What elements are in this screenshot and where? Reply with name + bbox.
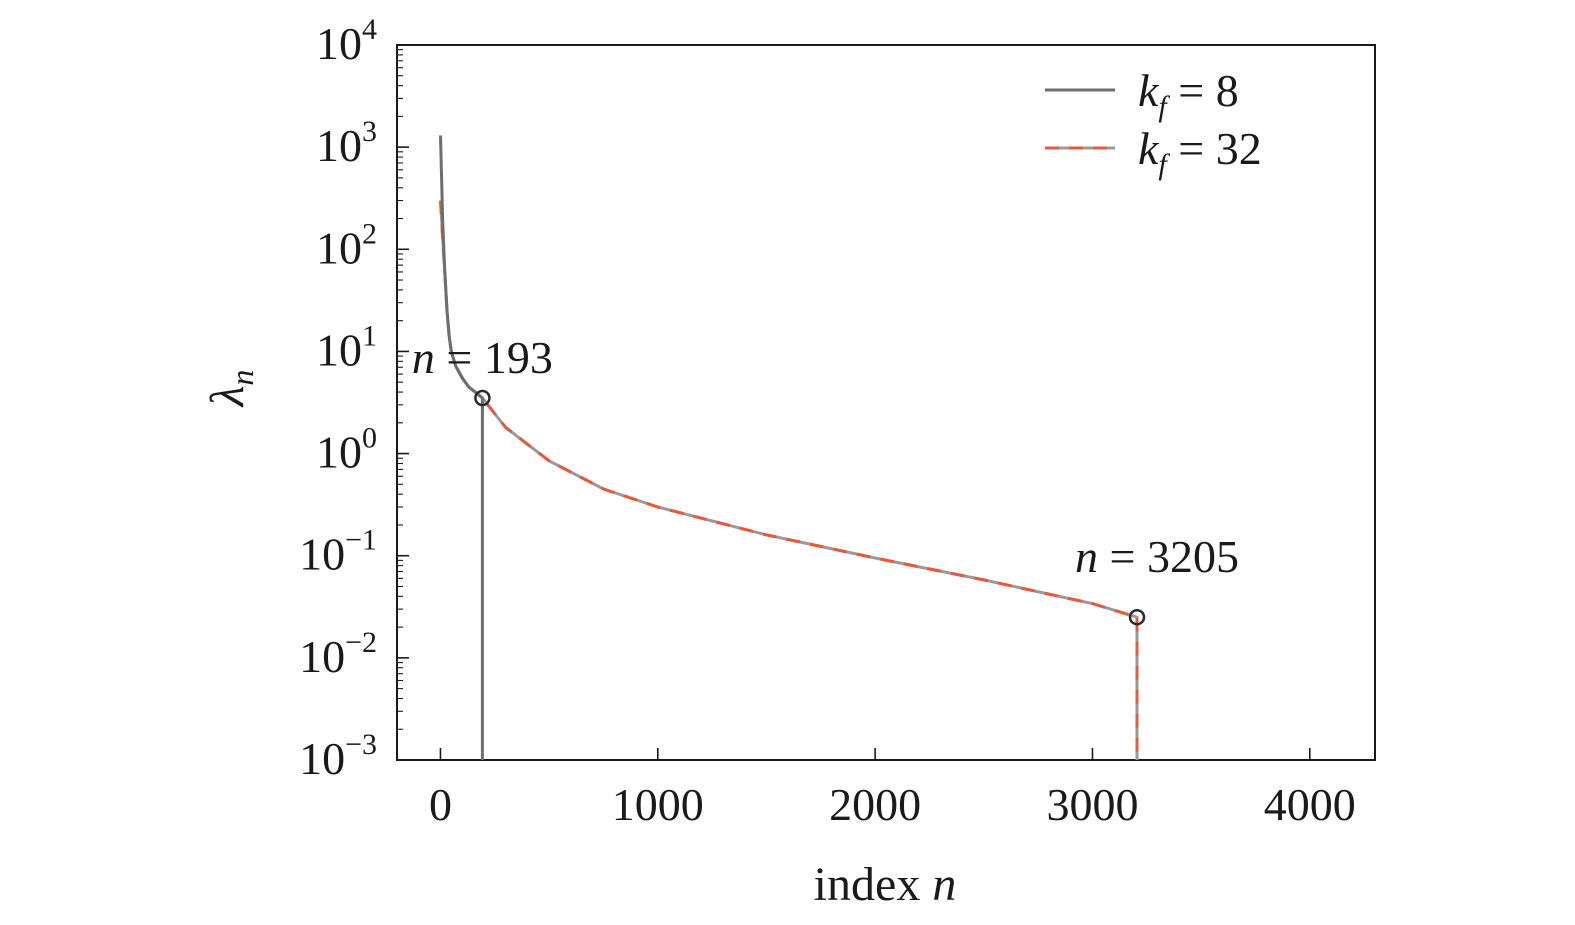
y-tick-label: 102: [316, 217, 377, 273]
y-tick-label: 103: [316, 115, 377, 171]
y-axis-label-subscript: n: [224, 370, 260, 386]
annotation-label: n = 3205: [1075, 531, 1239, 582]
y-tick-label: 104: [316, 13, 377, 69]
marker-layer: [474, 389, 1146, 626]
y-tick-exponent: 1: [362, 319, 377, 352]
x-tick-label: 0: [429, 779, 452, 830]
y-tick-label: 101: [316, 319, 377, 375]
y-tick-base: 10: [316, 427, 362, 478]
annotation-value: = 3205: [1098, 531, 1239, 582]
y-tick-exponent: 4: [362, 13, 377, 46]
y-tick-exponent: −2: [345, 626, 377, 659]
annotation-var: n: [1075, 531, 1098, 582]
x-tick-label: 4000: [1264, 779, 1356, 830]
x-tick-label: 2000: [829, 779, 921, 830]
y-tick-exponent: 0: [362, 422, 377, 455]
y-tick-base: 10: [299, 733, 345, 784]
y-tick-base: 10: [299, 631, 345, 682]
legend-value: = 8: [1167, 65, 1239, 116]
y-tick-label: 10−3: [299, 728, 377, 784]
series-line-kf8: [439, 135, 484, 760]
annotation-var: n: [412, 332, 435, 383]
y-tick-exponent: −3: [345, 728, 377, 761]
series-layer: [439, 135, 1139, 760]
point-marker: [474, 389, 491, 407]
legend-var: k: [1138, 65, 1160, 116]
legend-label: kf = 32: [1138, 123, 1262, 181]
series-line-kf32: [439, 200, 1139, 760]
y-axis-label-symbol: λ: [201, 386, 254, 409]
y-tick-base: 10: [316, 120, 362, 171]
plot-area: 0 1000 2000 3000 4000 10−310−210−11001011021…: [299, 13, 1376, 830]
x-tick-label: 3000: [1046, 779, 1138, 830]
y-tick-label: 100: [316, 422, 377, 478]
x-tick-label: 1000: [612, 779, 704, 830]
legend-var: k: [1138, 123, 1160, 174]
axes-frame: [396, 44, 1376, 761]
y-tick-base: 10: [316, 324, 362, 375]
y-tick-base: 10: [316, 222, 362, 273]
y-tick-label: 10−1: [299, 524, 377, 580]
y-axis-label: λn: [201, 370, 260, 409]
x-axis-label: index n: [814, 858, 957, 911]
point-marker: [1128, 608, 1146, 626]
y-tick-base: 10: [299, 529, 345, 580]
legend-value: = 32: [1167, 123, 1262, 174]
x-axis-label-text: index: [814, 858, 921, 911]
y-tick-label: 10−2: [299, 626, 377, 682]
y-minor-ticks: [397, 49, 403, 730]
x-axis-label-var: n: [932, 858, 956, 911]
y-tick-exponent: −1: [345, 524, 377, 557]
y-tick-exponent: 2: [362, 217, 377, 250]
annotation-label: n = 193: [412, 332, 553, 383]
legend-label: kf = 8: [1138, 65, 1239, 123]
x-axis-ticks: 0 1000 2000 3000 4000: [429, 748, 1356, 830]
y-tick-exponent: 3: [362, 115, 377, 148]
legend: kf = 8kf = 32: [1045, 65, 1262, 181]
y-tick-base: 10: [316, 18, 362, 69]
series-line-kf32-base: [439, 200, 1139, 760]
annotation-value: = 193: [435, 332, 553, 383]
